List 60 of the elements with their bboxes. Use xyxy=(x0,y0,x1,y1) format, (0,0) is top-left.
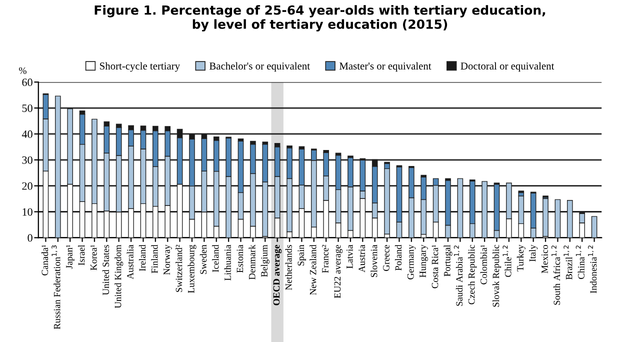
x-tick-label: Australia xyxy=(126,244,134,280)
x-tick-label: Korea¹ xyxy=(90,244,97,270)
y-tick-label: 50 xyxy=(22,104,32,112)
x-tick-label: Greece xyxy=(383,244,390,271)
x-tick-label: Netherlands xyxy=(285,244,292,290)
x-tick-label: United Kingdom xyxy=(114,244,124,308)
legend-label: Master's or equivalent xyxy=(339,62,432,72)
x-tick-label: Slovak Republic xyxy=(492,244,502,307)
x-tick-label: Portugal xyxy=(444,244,452,276)
x-tick-label: Canada¹ xyxy=(41,244,48,276)
x-tick-label: Mexico xyxy=(542,244,548,274)
y-tick-label: 30 xyxy=(22,156,32,164)
x-tick-label: Czech Republic xyxy=(468,244,477,304)
x-tick-label: Lithuania xyxy=(224,244,231,281)
y-tick-label: 60 xyxy=(22,78,32,86)
x-tick-label: Spain xyxy=(298,244,306,266)
x-tick-label: Indonesia$^{1,2}$ xyxy=(588,246,597,294)
x-tick-label: Iceland xyxy=(212,244,219,272)
x-tick-label: New Zealand xyxy=(310,244,316,295)
x-tick-label: Denmark xyxy=(248,244,256,280)
legend-label: Short-cycle tertiary xyxy=(100,62,180,72)
x-tick-label: Luxembourg xyxy=(188,244,196,293)
chart-title: Figure 1. Percentage of 25-64 year-olds with tertiary education, by level of tertiary education (2015) xyxy=(94,5,546,32)
x-tick-label: South Africa$^{1,2}$ xyxy=(551,246,560,305)
y-tick-label: 10 xyxy=(22,208,32,216)
x-tick-label: Estonia xyxy=(236,244,244,273)
x-tick-label: Costa Rica¹ xyxy=(432,244,438,288)
x-tick-label: Turkey xyxy=(516,244,526,272)
x-tick-label: Norway xyxy=(164,244,172,275)
legend-label: Doctoral or equivalent xyxy=(460,62,554,72)
x-tick-label: Saudi Arabia$^{1,2}$ xyxy=(454,246,463,306)
bar xyxy=(591,216,598,238)
legend-label: Bachelor's or equivalent xyxy=(210,62,310,72)
x-tick-label: Japan¹ xyxy=(66,244,74,269)
x-tick-label: Switzerland² xyxy=(176,244,182,292)
y-axis-title: % xyxy=(19,67,26,74)
x-tick-label: Italy xyxy=(529,244,538,262)
y-tick-label: 0 xyxy=(28,234,32,242)
x-tick-label: Chile$^{1,2}$ xyxy=(502,246,512,277)
x-tick-label: Finland xyxy=(151,244,158,274)
x-tick-label: France² xyxy=(322,244,328,273)
x-tick-label: EU22 average xyxy=(334,244,343,298)
x-tick-label: Israel xyxy=(78,244,85,266)
x-tick-label: OECD average xyxy=(273,244,282,306)
x-tick-label: Hungary xyxy=(420,244,428,278)
x-tick-label: Sweden xyxy=(200,244,207,274)
x-tick-label: Poland xyxy=(394,244,402,271)
x-tick-label: China$^{1,2}$ xyxy=(576,246,584,279)
x-tick-label: Belgium xyxy=(260,244,270,277)
x-tick-label: Colombia¹ xyxy=(480,244,487,284)
x-tick-label: Slovenia xyxy=(370,244,378,278)
y-tick-label: 20 xyxy=(22,182,32,190)
y-tick-label: 40 xyxy=(22,130,32,138)
x-tick-label: Latvia xyxy=(346,244,353,268)
x-tick-label: Ireland xyxy=(138,244,146,272)
x-tick-label: Austria xyxy=(358,244,366,272)
x-tick-label: Germany xyxy=(407,244,416,280)
x-tick-label: United States xyxy=(102,244,110,296)
x-tick-label: Russian Federation$^{1,3}$ xyxy=(52,245,60,330)
x-tick-label: Brazil$^{1,2}$ xyxy=(564,246,572,280)
